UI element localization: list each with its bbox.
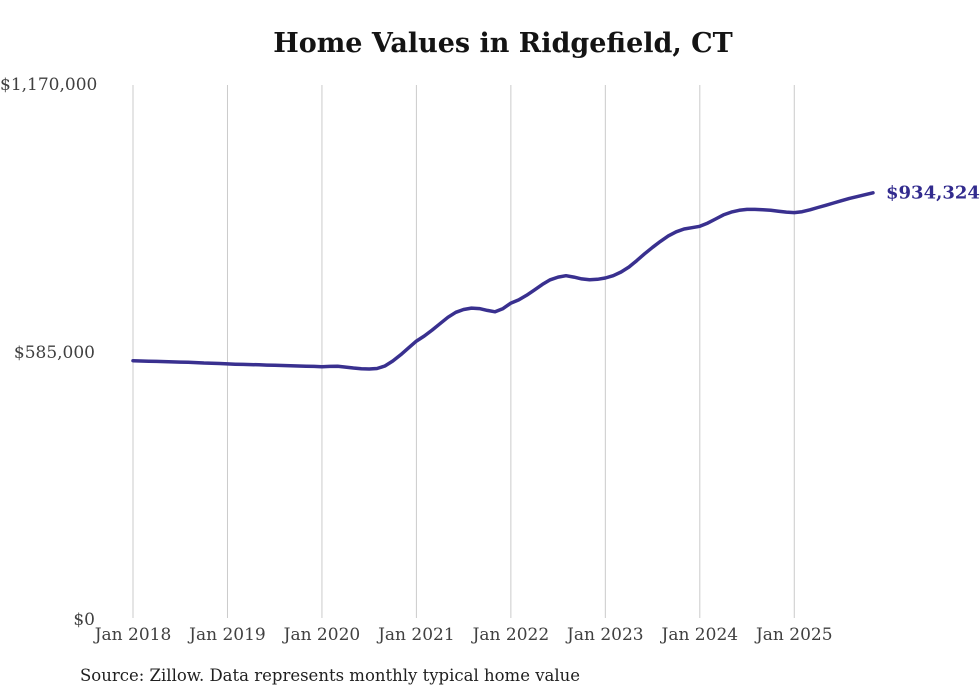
home-value-line [131, 191, 875, 371]
latest-value-label: $934,324 [886, 182, 980, 204]
y-tick-label: $0 [73, 610, 95, 630]
x-tick-label: Jan 2021 [378, 625, 455, 645]
chart-title: Home Values in Ridgefield, CT [273, 28, 733, 59]
x-tick-label: Jan 2020 [283, 625, 361, 645]
year-gridlines [132, 85, 795, 618]
x-tick-label: Jan 2024 [661, 625, 739, 645]
source-note: Source: Zillow. Data represents monthly … [80, 666, 581, 685]
y-tick-label: $585,000 [13, 342, 95, 363]
y-tick-label: $1,170,000 [0, 75, 98, 95]
x-tick-label: Jan 2019 [189, 625, 266, 645]
x-tick-label: Jan 2018 [94, 625, 172, 645]
x-tick-label: Jan 2023 [567, 625, 644, 645]
x-tick-label: Jan 2022 [472, 625, 550, 645]
x-tick-label: Jan 2025 [755, 625, 833, 645]
